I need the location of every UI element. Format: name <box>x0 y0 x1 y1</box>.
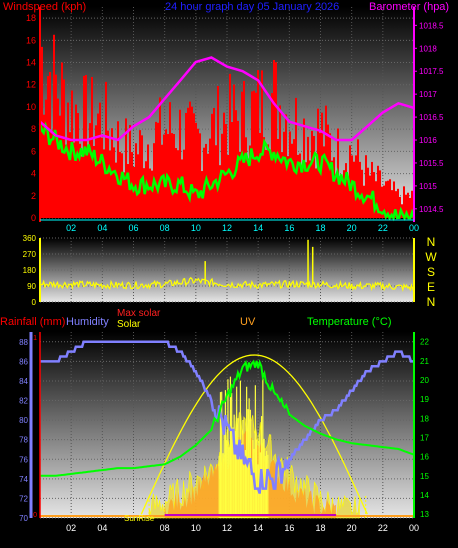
barometer-tick: 1017.5 <box>419 67 444 76</box>
barometer-tick: 1016.5 <box>419 113 444 122</box>
windspeed-label: Windspeed (kph) <box>3 1 86 13</box>
p3-hour-tick: 14 <box>253 523 263 533</box>
direction-tick: 270 <box>23 250 37 259</box>
temp-humidity-solar-panel: 70 72 74 76 78 80 82 84 86 88 13 14 15 16 17 18 19 20 21 22… <box>0 308 429 533</box>
direction-tick: 180 <box>23 266 37 275</box>
barometer-line <box>39 56 415 142</box>
barometer-tick: 1018.5 <box>419 21 444 30</box>
p3-hour-tick: 04 <box>97 523 107 533</box>
p1-hour-tick: 06 <box>128 223 138 233</box>
humidity-tick: 88 <box>19 338 28 347</box>
compass-s: S <box>427 265 435 279</box>
compass-e: E <box>427 280 435 294</box>
windspeed-tick: 18 <box>26 13 36 23</box>
wind-barometer-panel: 0246810121416181014.510151015.510161016.… <box>3 1 449 233</box>
p3-hour-tick: 22 <box>378 523 388 533</box>
p3-hour-tick: 02 <box>66 523 76 533</box>
uv-label: UV <box>240 316 256 328</box>
barometer-tick: 1015.5 <box>419 159 444 168</box>
direction-tick: 360 <box>23 234 37 243</box>
p1-hour-tick: 22 <box>378 223 388 233</box>
humidity-tick: 72 <box>19 494 28 503</box>
maxsolar-label: Max solar <box>117 308 161 319</box>
rainfall-label: Rainfall (mm) <box>0 316 65 328</box>
windspeed-tick: 0 <box>31 213 36 223</box>
p3-hour-tick: 18 <box>315 523 325 533</box>
temperature-tick: 15 <box>420 472 429 481</box>
maxsolar-curve <box>140 354 368 515</box>
windspeed-tick: 10 <box>26 102 36 112</box>
barometer-tick: 1017 <box>419 90 437 99</box>
barometer-tick: 1015 <box>419 182 437 191</box>
windspeed-tick: 2 <box>31 191 36 201</box>
p3-hour-tick: 16 <box>284 523 294 533</box>
windspeed-tick: 16 <box>26 35 36 45</box>
direction-tick: 90 <box>27 282 36 291</box>
humidity-line <box>40 340 414 494</box>
barometer-label: Barometer (hpa) <box>369 1 449 13</box>
p1-hour-tick: 14 <box>253 223 263 233</box>
temperature-tick: 16 <box>420 453 429 462</box>
humidity-tick: 80 <box>19 416 28 425</box>
windspeed-tick: 12 <box>26 80 36 90</box>
avg-wind-line <box>38 121 416 222</box>
windspeed-tick: 8 <box>31 124 36 134</box>
p1-hour-tick: 08 <box>160 223 170 233</box>
p1-hour-tick: 04 <box>97 223 107 233</box>
rain-tick: 0 <box>33 512 37 519</box>
temperature-tick: 20 <box>420 376 429 385</box>
humidity-tick: 84 <box>19 377 28 386</box>
temperature-tick: 21 <box>420 357 429 366</box>
barometer-tick: 1014.5 <box>419 205 444 214</box>
direction-tick: 0 <box>32 298 37 307</box>
humidity-label: Humidity <box>66 316 109 328</box>
barometer-tick: 1018 <box>419 44 437 53</box>
p1-hour-tick: 16 <box>284 223 294 233</box>
p3-hour-tick: 00 <box>409 523 419 533</box>
p3-hour-tick: 12 <box>222 523 232 533</box>
sunrise-label: SunRise <box>124 514 155 523</box>
temperature-tick: 13 <box>420 510 429 519</box>
temperature-label: Temperature (°C) <box>307 316 391 328</box>
p1-hour-tick: 10 <box>191 223 201 233</box>
p1-hour-tick: 12 <box>222 223 232 233</box>
windspeed-tick: 6 <box>31 146 36 156</box>
humidity-tick: 78 <box>19 436 28 445</box>
humidity-tick: 82 <box>19 397 28 406</box>
p1-hour-tick: 02 <box>66 223 76 233</box>
humidity-tick: 86 <box>19 357 28 366</box>
p3-hour-tick: 08 <box>160 523 170 533</box>
p1-hour-tick: 00 <box>409 223 419 233</box>
p3-hour-tick: 20 <box>347 523 357 533</box>
solar-label: Solar <box>117 319 141 330</box>
compass-n: N <box>427 235 436 249</box>
temperature-tick: 22 <box>420 338 429 347</box>
p1-hour-tick: 18 <box>315 223 325 233</box>
humidity-tick: 76 <box>19 455 28 464</box>
temperature-line <box>40 359 415 477</box>
rain-tick: 1 <box>33 335 37 342</box>
barometer-tick: 1016 <box>419 136 437 145</box>
chart-title: 24 hour graph day 05 January 2026 <box>165 1 339 13</box>
humidity-tick: 74 <box>19 475 28 484</box>
p3-hour-tick: 10 <box>191 523 201 533</box>
temperature-tick: 18 <box>420 414 429 423</box>
temperature-tick: 14 <box>420 491 429 500</box>
windspeed-tick: 4 <box>31 169 36 179</box>
temperature-tick: 19 <box>420 395 429 404</box>
compass-n: N <box>427 295 436 309</box>
temperature-tick: 17 <box>420 433 429 442</box>
compass-w: W <box>425 250 437 264</box>
direction-line <box>39 276 415 292</box>
p1-hour-tick: 20 <box>347 223 357 233</box>
windspeed-tick: 14 <box>26 58 36 68</box>
humidity-tick: 70 <box>19 514 28 523</box>
